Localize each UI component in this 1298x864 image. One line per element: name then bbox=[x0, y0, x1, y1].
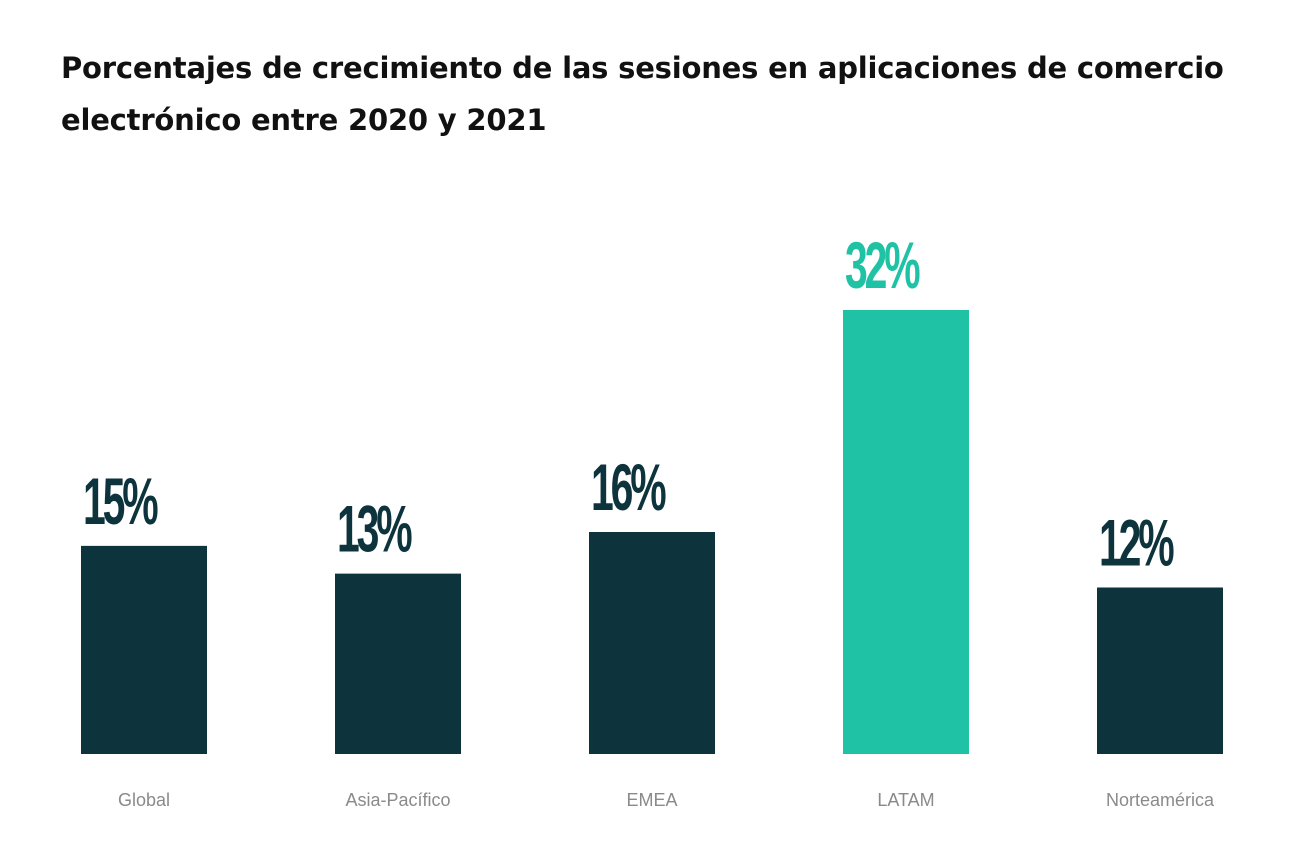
bar-asia-pacifico bbox=[335, 573, 461, 754]
category-labels-group: Global Asia-Pacífico EMEA LATAM Norteamérica bbox=[118, 790, 1215, 810]
chart-title: Porcentajes de crecimiento de las sesion… bbox=[61, 51, 1224, 137]
bar-emea bbox=[589, 532, 715, 754]
value-label-latam: 32% bbox=[845, 228, 920, 303]
value-label-norteamerica: 12% bbox=[1099, 505, 1174, 580]
value-label-global: 15% bbox=[83, 464, 158, 539]
category-label-global: Global bbox=[118, 790, 170, 810]
category-label-norteamerica: Norteamérica bbox=[1106, 790, 1215, 810]
bar-global bbox=[81, 545, 207, 754]
category-label-asia-pacifico: Asia-Pacífico bbox=[345, 790, 450, 810]
bar-latam bbox=[843, 310, 969, 754]
category-label-latam: LATAM bbox=[877, 790, 934, 810]
value-label-emea: 16% bbox=[591, 450, 666, 525]
bar-norteamerica bbox=[1097, 587, 1223, 754]
value-labels-group: 15% 13% 16% 32% 12% bbox=[83, 228, 1177, 580]
value-label-asia-pacifico: 13% bbox=[337, 492, 412, 567]
bars-group bbox=[81, 310, 1223, 754]
category-label-emea: EMEA bbox=[626, 790, 677, 810]
